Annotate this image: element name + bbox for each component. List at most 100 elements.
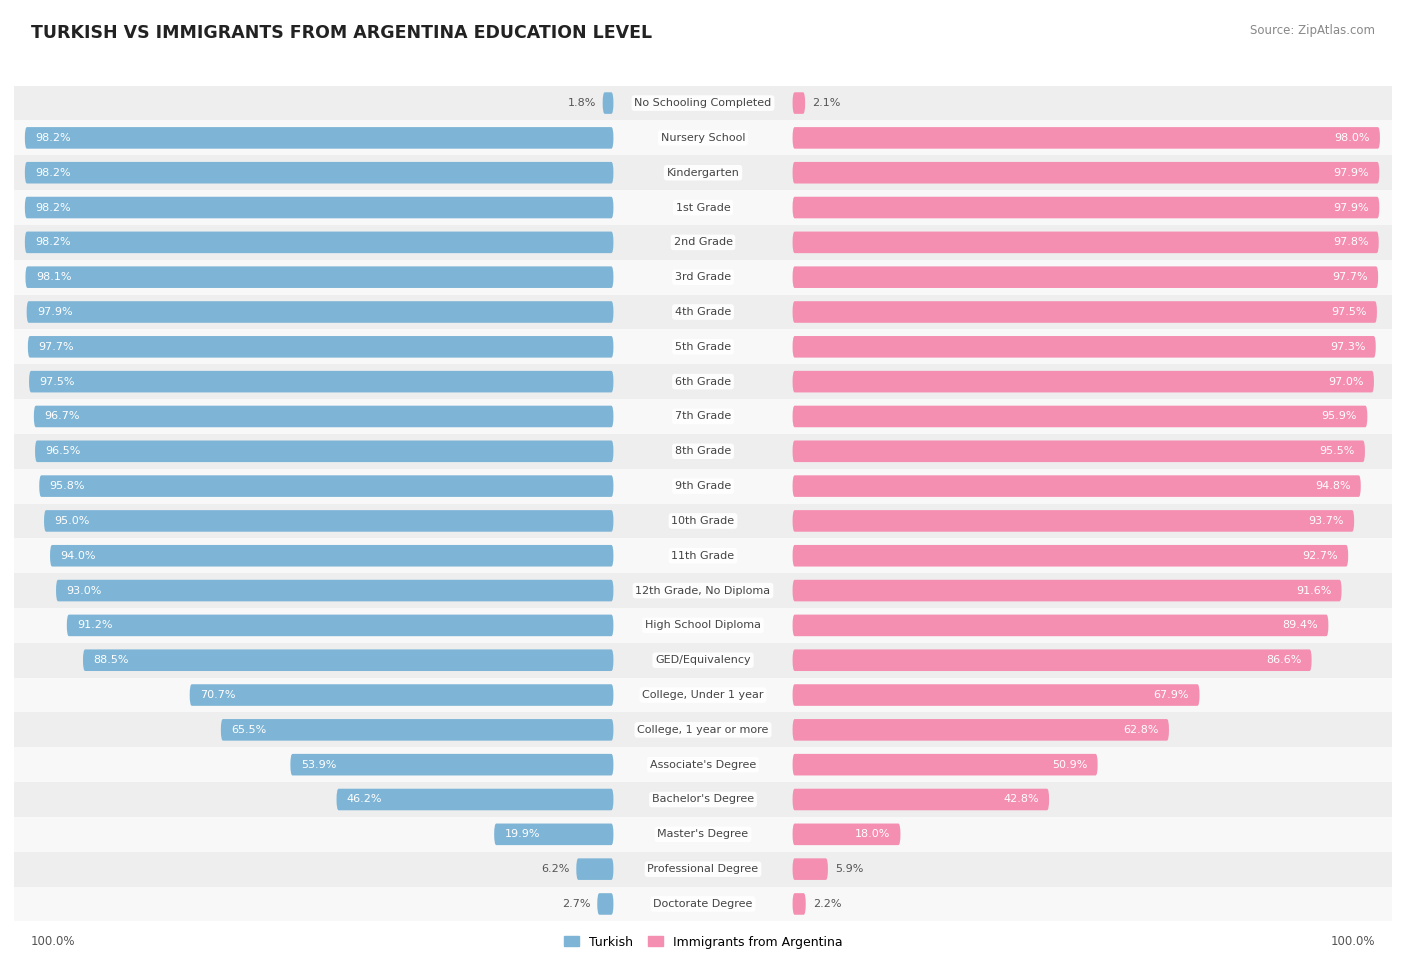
Text: 98.0%: 98.0%	[1334, 133, 1369, 143]
Text: 97.7%: 97.7%	[38, 342, 73, 352]
Text: Doctorate Degree: Doctorate Degree	[654, 899, 752, 909]
Text: 93.7%: 93.7%	[1309, 516, 1344, 526]
FancyBboxPatch shape	[44, 510, 613, 531]
Text: 95.9%: 95.9%	[1322, 411, 1357, 421]
FancyBboxPatch shape	[793, 197, 1379, 218]
Legend: Turkish, Immigrants from Argentina: Turkish, Immigrants from Argentina	[558, 930, 848, 954]
FancyBboxPatch shape	[25, 266, 613, 288]
Text: 98.2%: 98.2%	[35, 237, 70, 248]
Text: 5th Grade: 5th Grade	[675, 342, 731, 352]
Text: 2.1%: 2.1%	[813, 98, 841, 108]
Text: TURKISH VS IMMIGRANTS FROM ARGENTINA EDUCATION LEVEL: TURKISH VS IMMIGRANTS FROM ARGENTINA EDU…	[31, 24, 652, 42]
Text: 95.8%: 95.8%	[49, 481, 86, 491]
FancyBboxPatch shape	[221, 719, 613, 741]
FancyBboxPatch shape	[793, 545, 1348, 566]
FancyBboxPatch shape	[793, 684, 1199, 706]
Text: 98.1%: 98.1%	[35, 272, 72, 282]
Text: Kindergarten: Kindergarten	[666, 168, 740, 177]
Text: 3rd Grade: 3rd Grade	[675, 272, 731, 282]
FancyBboxPatch shape	[793, 510, 1354, 531]
Bar	[14, 678, 1392, 713]
Text: 97.5%: 97.5%	[39, 376, 75, 387]
FancyBboxPatch shape	[56, 580, 613, 602]
Text: 86.6%: 86.6%	[1265, 655, 1302, 665]
FancyBboxPatch shape	[793, 370, 1374, 392]
Text: College, Under 1 year: College, Under 1 year	[643, 690, 763, 700]
Text: 89.4%: 89.4%	[1282, 620, 1317, 631]
FancyBboxPatch shape	[793, 824, 900, 845]
FancyBboxPatch shape	[598, 893, 613, 915]
Text: 50.9%: 50.9%	[1052, 760, 1087, 769]
Text: 97.5%: 97.5%	[1331, 307, 1367, 317]
Text: Source: ZipAtlas.com: Source: ZipAtlas.com	[1250, 24, 1375, 37]
Text: 4th Grade: 4th Grade	[675, 307, 731, 317]
FancyBboxPatch shape	[28, 336, 613, 358]
Text: College, 1 year or more: College, 1 year or more	[637, 724, 769, 735]
FancyBboxPatch shape	[83, 649, 613, 671]
Text: 91.6%: 91.6%	[1296, 586, 1331, 596]
Text: 91.2%: 91.2%	[77, 620, 112, 631]
FancyBboxPatch shape	[793, 789, 1049, 810]
FancyBboxPatch shape	[793, 719, 1168, 741]
Text: Master's Degree: Master's Degree	[658, 830, 748, 839]
FancyBboxPatch shape	[793, 754, 1098, 775]
Bar	[14, 573, 1392, 608]
Bar	[14, 469, 1392, 503]
Bar	[14, 886, 1392, 921]
FancyBboxPatch shape	[39, 476, 613, 497]
Text: 97.3%: 97.3%	[1330, 342, 1365, 352]
Text: High School Diploma: High School Diploma	[645, 620, 761, 631]
Text: 62.8%: 62.8%	[1123, 724, 1159, 735]
Text: 8th Grade: 8th Grade	[675, 447, 731, 456]
FancyBboxPatch shape	[793, 162, 1379, 183]
FancyBboxPatch shape	[793, 266, 1378, 288]
Text: 95.5%: 95.5%	[1319, 447, 1354, 456]
Text: GED/Equivalency: GED/Equivalency	[655, 655, 751, 665]
Text: 2.7%: 2.7%	[562, 899, 591, 909]
Text: 97.8%: 97.8%	[1333, 237, 1368, 248]
Text: 1.8%: 1.8%	[568, 98, 596, 108]
Text: 6th Grade: 6th Grade	[675, 376, 731, 387]
Text: 98.2%: 98.2%	[35, 133, 70, 143]
Text: 19.9%: 19.9%	[505, 830, 540, 839]
Text: 88.5%: 88.5%	[93, 655, 129, 665]
FancyBboxPatch shape	[51, 545, 613, 566]
FancyBboxPatch shape	[34, 406, 613, 427]
Text: 46.2%: 46.2%	[347, 795, 382, 804]
Text: 6.2%: 6.2%	[541, 864, 569, 875]
Bar	[14, 503, 1392, 538]
FancyBboxPatch shape	[25, 162, 613, 183]
FancyBboxPatch shape	[576, 858, 613, 879]
Text: 100.0%: 100.0%	[31, 935, 76, 948]
FancyBboxPatch shape	[35, 441, 613, 462]
Text: 65.5%: 65.5%	[231, 724, 266, 735]
FancyBboxPatch shape	[793, 406, 1368, 427]
Text: 2nd Grade: 2nd Grade	[673, 237, 733, 248]
Bar	[14, 782, 1392, 817]
FancyBboxPatch shape	[793, 93, 806, 114]
Bar	[14, 643, 1392, 678]
FancyBboxPatch shape	[336, 789, 613, 810]
FancyBboxPatch shape	[793, 649, 1312, 671]
Text: 18.0%: 18.0%	[855, 830, 890, 839]
FancyBboxPatch shape	[190, 684, 613, 706]
Bar	[14, 121, 1392, 155]
Text: Nursery School: Nursery School	[661, 133, 745, 143]
FancyBboxPatch shape	[793, 231, 1379, 254]
Bar	[14, 538, 1392, 573]
Bar	[14, 86, 1392, 121]
Bar	[14, 608, 1392, 643]
FancyBboxPatch shape	[25, 197, 613, 218]
Bar	[14, 399, 1392, 434]
Text: 95.0%: 95.0%	[55, 516, 90, 526]
Text: 93.0%: 93.0%	[66, 586, 101, 596]
Text: 97.7%: 97.7%	[1333, 272, 1368, 282]
FancyBboxPatch shape	[25, 127, 613, 148]
Text: 1st Grade: 1st Grade	[676, 203, 730, 213]
Text: Professional Degree: Professional Degree	[647, 864, 759, 875]
Text: 2.2%: 2.2%	[813, 899, 841, 909]
Text: 67.9%: 67.9%	[1154, 690, 1189, 700]
Text: 12th Grade, No Diploma: 12th Grade, No Diploma	[636, 586, 770, 596]
Bar	[14, 330, 1392, 365]
FancyBboxPatch shape	[30, 370, 613, 392]
